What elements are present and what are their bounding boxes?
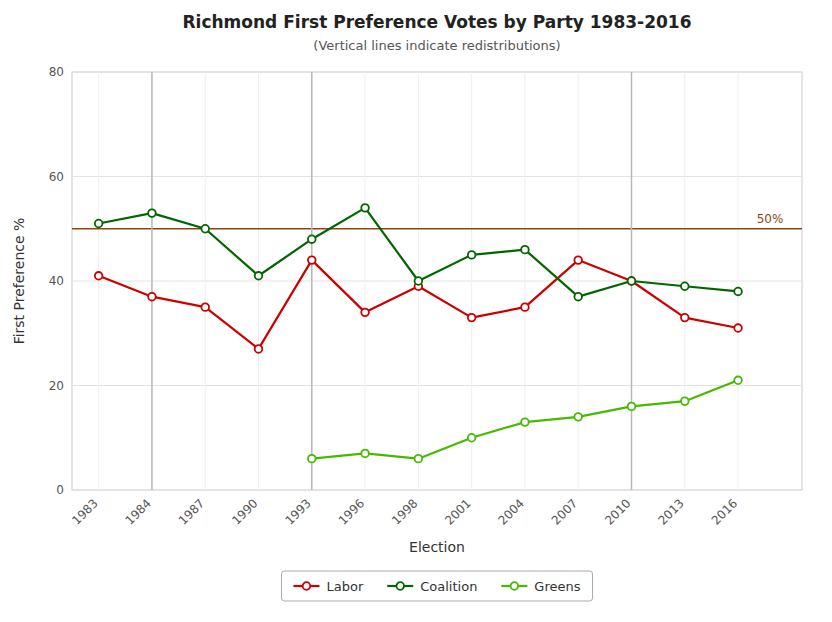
legend-item[interactable]: Coalition <box>387 579 477 594</box>
legend-marker <box>303 582 311 590</box>
x-tick-label: 1983 <box>69 496 100 527</box>
point[interactable] <box>468 314 476 322</box>
point[interactable] <box>574 413 582 421</box>
x-grid-line <box>205 72 206 490</box>
y-grid-line <box>72 72 802 73</box>
point[interactable] <box>308 256 316 264</box>
x-tick-label: 2007 <box>549 496 580 527</box>
grid <box>72 72 802 490</box>
x-tick-label: 1990 <box>229 496 260 527</box>
x-grid-line <box>98 72 99 490</box>
point[interactable] <box>148 209 156 217</box>
x-tick-label: 1996 <box>336 496 367 527</box>
point[interactable] <box>201 303 209 311</box>
series-line <box>312 380 738 458</box>
point[interactable] <box>95 272 103 280</box>
legend-marker <box>396 582 404 590</box>
series-line <box>99 208 738 297</box>
subtitle: (Vertical lines indicate redistributions… <box>313 38 560 53</box>
point[interactable] <box>255 345 263 353</box>
chart: Richmond First Preference Votes by Party… <box>0 0 832 622</box>
point[interactable] <box>521 418 529 426</box>
point[interactable] <box>681 397 689 405</box>
legend-marker <box>511 582 519 590</box>
x-grid-line <box>258 72 259 490</box>
point[interactable] <box>574 293 582 301</box>
annotations <box>72 72 802 490</box>
point[interactable] <box>681 314 689 322</box>
x-grid-line <box>151 72 152 490</box>
reference-line <box>72 228 802 230</box>
point[interactable] <box>628 277 636 285</box>
chart-container: Richmond First Preference Votes by Party… <box>0 0 832 622</box>
point[interactable] <box>628 277 636 285</box>
point[interactable] <box>308 455 316 463</box>
legend-frame <box>281 571 592 601</box>
point[interactable] <box>574 256 582 264</box>
point[interactable] <box>734 376 742 384</box>
x-tick-label: 1987 <box>176 496 207 527</box>
point[interactable] <box>734 324 742 332</box>
x-grid-line <box>578 72 579 490</box>
point[interactable] <box>415 455 423 463</box>
legend-label: Coalition <box>420 579 477 594</box>
redistribution-line <box>311 72 313 490</box>
y-grid-line <box>72 490 802 491</box>
series-line <box>99 260 738 349</box>
y-tick-label: 0 <box>56 483 64 497</box>
x-grid-line <box>471 72 472 490</box>
point[interactable] <box>308 235 316 243</box>
x-tick-label: 1998 <box>389 496 420 527</box>
point[interactable] <box>255 272 263 280</box>
point[interactable] <box>734 288 742 296</box>
y-tick-label: 40 <box>49 274 64 288</box>
y-tick-label: 20 <box>49 379 64 393</box>
point[interactable] <box>361 309 369 317</box>
x-axis-label: Election <box>409 539 465 555</box>
x-tick-label: 2004 <box>496 496 527 527</box>
x-grid-line <box>738 72 739 490</box>
x-tick-label: 1984 <box>123 496 154 527</box>
x-grid-line <box>365 72 366 490</box>
x-grid-line <box>524 72 525 490</box>
point[interactable] <box>95 220 103 228</box>
y-grid-line <box>72 385 802 386</box>
x-tick-label: 2013 <box>655 496 686 527</box>
series-group <box>95 204 742 462</box>
x-tick-label: 2010 <box>602 496 633 527</box>
x-grid-line <box>311 72 312 490</box>
point[interactable] <box>415 277 423 285</box>
x-tick-label: 2016 <box>709 496 740 527</box>
redistribution-line <box>151 72 153 490</box>
reference-label: 50% <box>757 212 784 226</box>
x-grid-line <box>684 72 685 490</box>
point[interactable] <box>468 251 476 259</box>
y-tick-label: 60 <box>49 170 64 184</box>
y-grid-line <box>72 176 802 177</box>
legend: Labor Coalition Greens <box>281 571 592 601</box>
x-tick-label: 2001 <box>442 496 473 527</box>
point[interactable] <box>361 204 369 212</box>
point[interactable] <box>628 403 636 411</box>
legend-item[interactable]: Labor <box>293 579 363 594</box>
legend-label: Labor <box>326 579 363 594</box>
point[interactable] <box>521 246 529 254</box>
point[interactable] <box>201 225 209 233</box>
x-tick-label: 1993 <box>282 496 313 527</box>
y-axis-label: First Preference % <box>11 218 27 345</box>
point[interactable] <box>521 303 529 311</box>
point[interactable] <box>468 434 476 442</box>
title: Richmond First Preference Votes by Party… <box>183 12 692 32</box>
legend-label: Greens <box>534 579 580 594</box>
point[interactable] <box>361 450 369 458</box>
y-grid-line <box>72 281 802 282</box>
point[interactable] <box>148 293 156 301</box>
y-tick-label: 80 <box>49 65 64 79</box>
plot-area <box>72 72 802 490</box>
point[interactable] <box>681 282 689 290</box>
legend-item[interactable]: Greens <box>501 579 580 594</box>
